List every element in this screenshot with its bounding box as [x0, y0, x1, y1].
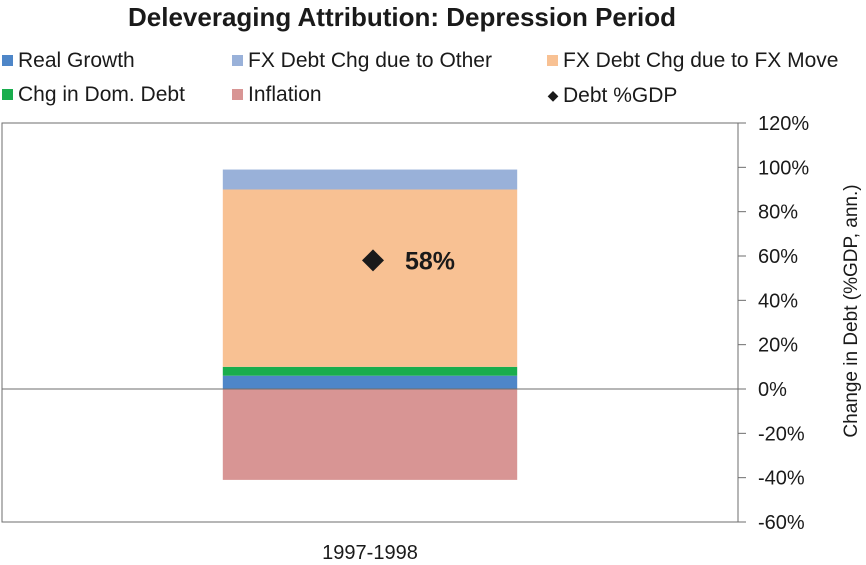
legend-item-inflation: Inflation	[232, 82, 322, 108]
data-label: 58%	[405, 247, 455, 275]
legend-label: FX Debt Chg due to Other	[248, 49, 492, 72]
y-tick-label: 100%	[758, 157, 809, 179]
legend-swatch-dom-debt	[2, 89, 13, 100]
legend-swatch-fx-debt-other	[232, 55, 243, 66]
y-tick-label: 60%	[758, 246, 798, 268]
legend-swatch-fx-debt-fx-move	[547, 55, 558, 66]
bar-segment-real-growth	[222, 375, 518, 389]
legend-swatch-inflation	[232, 89, 243, 100]
legend-item-dom-debt: Chg in Dom. Debt	[2, 82, 185, 108]
y-tick-label: 80%	[758, 202, 798, 224]
y-tick-label: 20%	[758, 335, 798, 357]
bar-segment-chg-in-dom-debt	[222, 366, 518, 376]
bar-segment-fx-debt-chg-due-to-other	[222, 169, 518, 190]
plot-frame	[1, 122, 739, 523]
y-tick-label: -40%	[758, 468, 805, 490]
y-tick-label: 0%	[758, 379, 787, 401]
y-tick-label: -20%	[758, 423, 805, 445]
legend-item-real-growth: Real Growth	[2, 48, 135, 74]
y-tick-label: 120%	[758, 113, 809, 135]
legend-label: Debt %GDP	[563, 84, 678, 107]
y-tick-label: 40%	[758, 290, 798, 312]
chart-title: Deleveraging Attribution: Depression Per…	[127, 2, 676, 32]
legend-label: Chg in Dom. Debt	[18, 83, 185, 106]
legend-item-debt-gdp: ◆ Debt %GDP	[545, 82, 678, 109]
y-tick-label: -60%	[758, 512, 805, 534]
legend-label: Inflation	[248, 83, 322, 106]
y-axis-label: Change in Debt (%GDP, ann.)	[841, 184, 862, 438]
debt-gdp-marker	[362, 249, 384, 272]
legend-swatch-real-growth	[2, 55, 13, 66]
bar-segment-fx-debt-chg-due-to-fx-move	[222, 189, 518, 367]
legend-item-fx-debt-fx-move: FX Debt Chg due to FX Move	[547, 48, 838, 74]
x-tick-label: 1997-1998	[322, 542, 418, 564]
legend-label: Real Growth	[18, 49, 135, 72]
legend-item-fx-debt-other: FX Debt Chg due to Other	[232, 48, 492, 74]
legend-marker-debt-gdp: ◆	[547, 87, 559, 103]
legend-label: FX Debt Chg due to FX Move	[563, 49, 839, 72]
bar-segment-inflation	[222, 389, 518, 480]
